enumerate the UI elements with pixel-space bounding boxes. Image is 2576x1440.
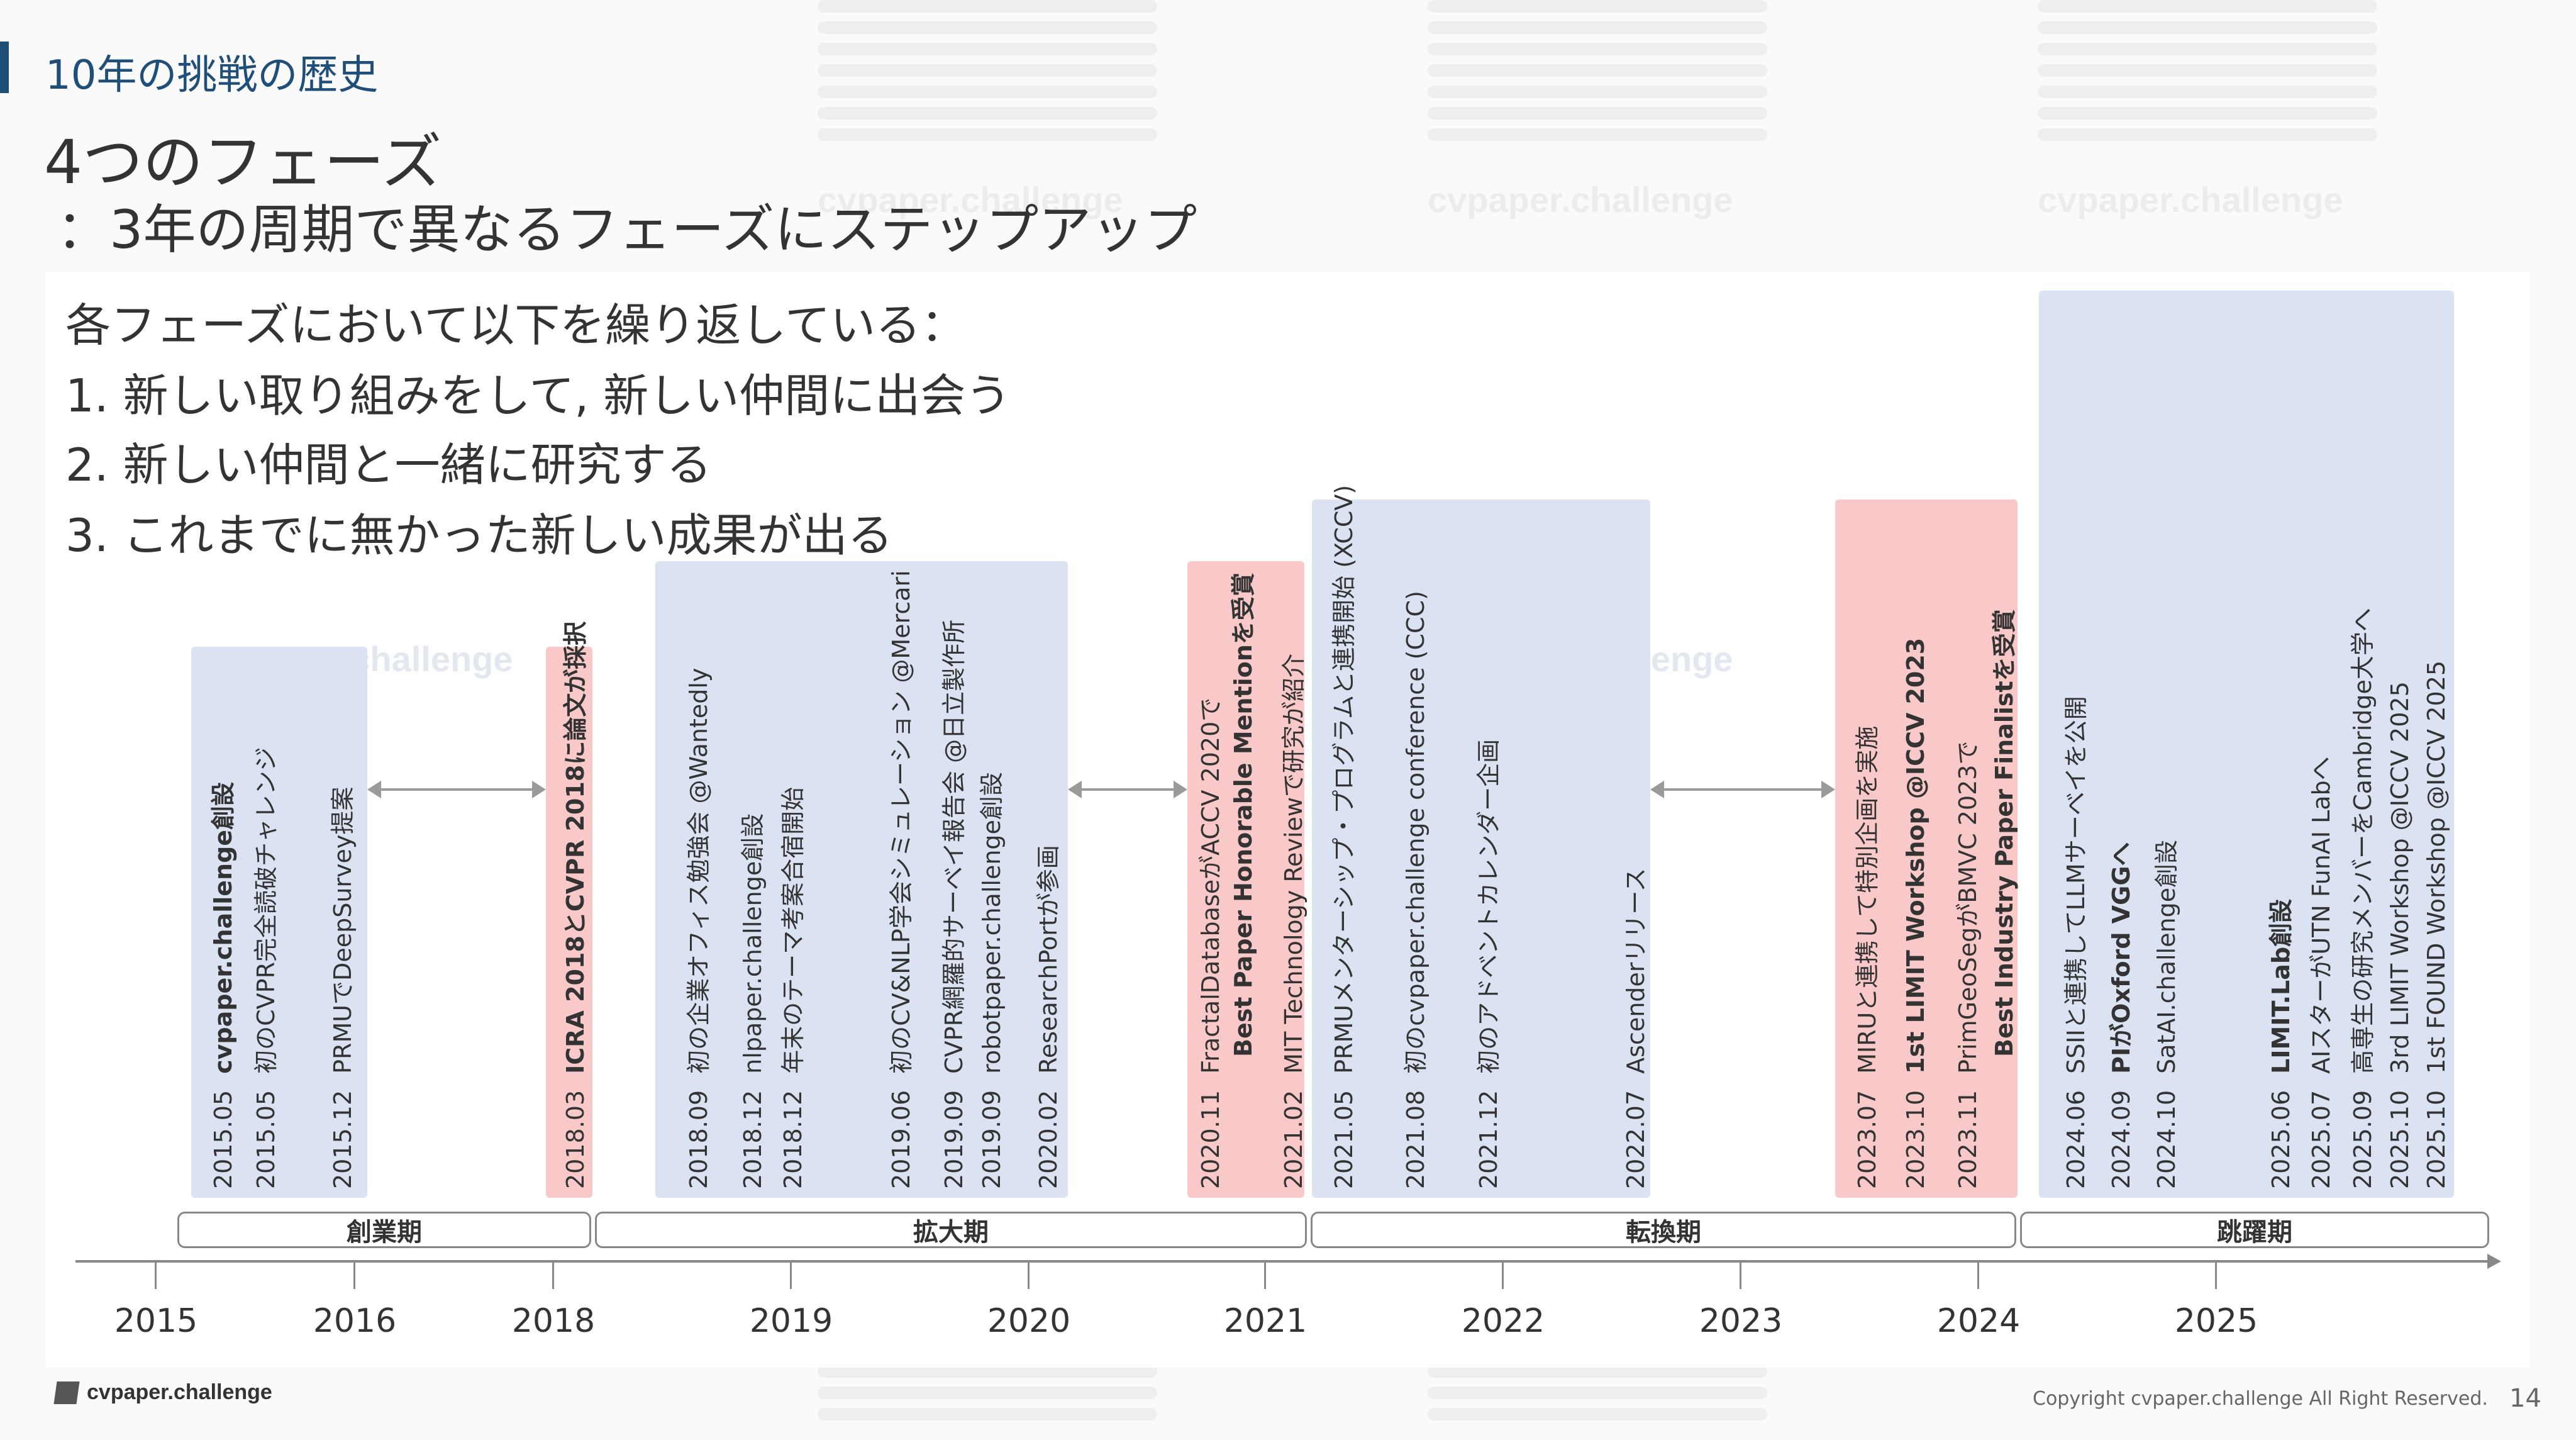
timeline-event: Best Industry Paper Finalistを受賞 <box>1990 609 2018 1057</box>
timeline-event: 2021.02MIT Technology Reviewで研究が紹介 <box>1280 654 1307 1189</box>
timeline-event: 2020.02ResearchPortが参画 <box>1035 845 1062 1189</box>
year-label: 2024 <box>1936 1302 2021 1340</box>
timeline-event: 2021.12初のアドベントカレンダー企画 <box>1475 739 1502 1189</box>
timeline-event: 2021.08初のcvpaper.challenge conference (C… <box>1402 591 1430 1189</box>
timeline-event: 2019.09CVPR網羅的サーベイ報告会 @日立製作所 <box>940 619 968 1189</box>
footer-logo-text: cvpaper.challenge <box>87 1380 272 1404</box>
footer-logo: cvpaper.challenge <box>53 1380 272 1405</box>
logo-icon <box>53 1381 80 1404</box>
era-label-transition: 転換期 <box>1311 1212 2016 1248</box>
year-label: 2019 <box>749 1302 833 1340</box>
phase-box-highlight-2018 <box>546 647 592 1198</box>
bg-stripes-5 <box>1428 1365 1767 1429</box>
timeline-event: 2025.07AIスターがUTN FunAI Labへ <box>2307 756 2335 1189</box>
timeline-axis <box>75 1260 2490 1263</box>
section-accent-bar <box>0 42 9 93</box>
timeline-event: 2018.12年末のテーマ考案合宿開始 <box>779 786 807 1189</box>
page-number: 14 <box>2509 1384 2541 1413</box>
intro-item-2: 2. 新しい仲間と一緒に研究する <box>65 438 712 491</box>
phase-box-expansion <box>655 561 1068 1198</box>
watermark: cvpaper.challenge <box>2038 180 2343 220</box>
bg-stripes-1 <box>818 0 1157 150</box>
bg-stripes-2 <box>1428 0 1767 150</box>
axis-tick <box>1264 1261 1266 1289</box>
timeline-event: 2015.05初のCVPR完全読破チャレンジ <box>252 747 280 1189</box>
timeline-axis-arrow <box>2487 1254 2501 1269</box>
timeline-event: 2015.05cvpaper.challenge創設 <box>209 781 237 1189</box>
year-label: 2025 <box>2174 1302 2258 1340</box>
timeline-event: Best Paper Honorable Mentionを受賞 <box>1230 572 1257 1057</box>
timeline-event: 2021.05PRMUメンターシップ・プログラムと連携開始 (XCCV) <box>1330 484 1358 1189</box>
copyright: Copyright cvpaper.challenge All Right Re… <box>2033 1388 2488 1410</box>
year-label: 2018 <box>511 1302 596 1340</box>
axis-tick <box>155 1261 157 1289</box>
watermark: cvpaper.challenge <box>1428 180 1733 220</box>
section-title: 10年の挑戦の歴史 <box>45 52 379 99</box>
phase-connector-arrow <box>1068 781 1187 798</box>
era-label-founding: 創業期 <box>177 1212 591 1248</box>
timeline-event: 2023.101st LIMIT Workshop @ICCV 2023 <box>1902 637 1929 1189</box>
timeline-event: 2020.11FractalDatabaseがACCV 2020で <box>1197 697 1224 1189</box>
timeline-event: 2025.103rd LIMIT Workshop @ICCV 2025 <box>2386 681 2414 1189</box>
year-label: 2021 <box>1223 1302 1307 1340</box>
phase-box-highlight-2023 <box>1835 500 2018 1198</box>
year-label: 2020 <box>987 1302 1071 1340</box>
phase-box-founding <box>191 647 367 1198</box>
timeline-event: 2025.101st FOUND Workshop @ICCV 2025 <box>2423 660 2450 1189</box>
axis-tick <box>1740 1261 1741 1289</box>
axis-tick <box>1977 1261 1979 1289</box>
timeline-event: 2024.09PIがOxford VGGへ <box>2107 842 2135 1189</box>
timeline-event: 2024.06SSIIと連携してLLMサーベイを公開 <box>2062 696 2090 1189</box>
bg-stripes-4 <box>818 1365 1157 1429</box>
timeline-event: 2023.11PrimGeoSegがBMVC 2023で <box>1954 740 1982 1189</box>
timeline-event: 2018.09初の企業オフィス勉強会 @Wantedly <box>685 667 713 1189</box>
page-subtitle: ：3年の周期で異なるフェーズにステップアップ <box>57 199 1197 260</box>
intro-item-1: 1. 新しい取り組みをして, 新しい仲間に出会う <box>65 369 1011 422</box>
timeline-event: 2015.12PRMUでDeepSurvey提案 <box>329 786 357 1189</box>
phase-box-highlight-2020 <box>1187 561 1304 1198</box>
axis-tick <box>790 1261 792 1289</box>
timeline-event: 2025.09高専生の研究メンバーをCambridge大学へ <box>2349 608 2377 1189</box>
year-label: 2015 <box>114 1302 198 1340</box>
axis-tick <box>2215 1261 2217 1289</box>
timeline-event: 2019.09robotpaper.challenge創設 <box>978 772 1006 1189</box>
timeline-event: 2025.06LIMIT.Lab創設 <box>2267 898 2295 1189</box>
era-label-expansion: 拡大期 <box>595 1212 1307 1248</box>
year-label: 2023 <box>1699 1302 1783 1340</box>
phase-connector-arrow <box>367 781 546 798</box>
intro-item-3: 3. これまでに無かった新しい成果が出る <box>65 509 893 562</box>
timeline-event: 2018.12nlpaper.challenge創設 <box>739 813 767 1189</box>
axis-tick <box>353 1261 355 1289</box>
timeline-event: 2024.10SatAI.challenge創設 <box>2153 839 2180 1189</box>
watermark: cvpaper.challenge <box>818 180 1123 220</box>
intro-heading: 各フェーズにおいて以下を繰り返している： <box>65 299 967 352</box>
bg-stripes-3 <box>2038 0 2377 150</box>
page-title: 4つのフェーズ <box>44 127 442 198</box>
timeline-event: 2019.06初のCV&NLP学会シミュレーション @Mercari <box>887 570 915 1189</box>
year-label: 2022 <box>1461 1302 1545 1340</box>
timeline-event: 2022.07Ascenderリリース <box>1622 868 1650 1189</box>
axis-tick <box>1028 1261 1030 1289</box>
year-label: 2016 <box>313 1302 397 1340</box>
timeline-event: 2023.07MIRUと連携して特別企画を実施 <box>1853 725 1881 1189</box>
phase-connector-arrow <box>1650 781 1835 798</box>
axis-tick <box>1502 1261 1504 1289</box>
phase-box-transition <box>1312 500 1650 1198</box>
era-label-leap: 跳躍期 <box>2020 1212 2489 1248</box>
timeline-event: 2018.03ICRA 2018とCVPR 2018に論文が採択 <box>562 621 589 1189</box>
phase-box-leap <box>2039 291 2454 1198</box>
axis-tick <box>552 1261 554 1289</box>
